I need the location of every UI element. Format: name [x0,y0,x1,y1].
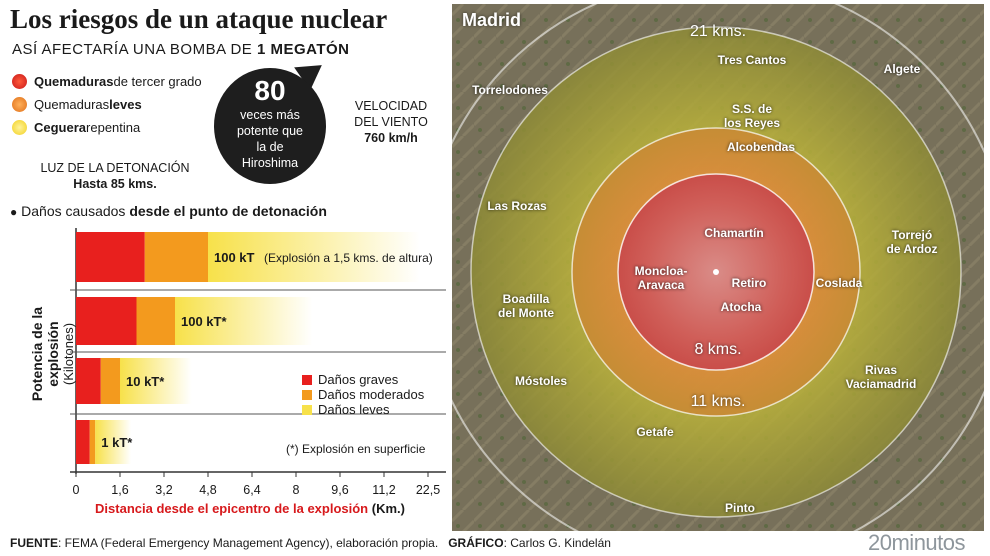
bar-0-daños-moderados [144,232,208,282]
place-label-tres-cantos: Tres Cantos [717,53,787,67]
detonation-light: LUZ DE LA DETONACIÓN Hasta 85 kms. [40,161,190,191]
effect-item-burns-third: Quemaduras de tercer grado [12,70,202,93]
bar-2-daños-moderados [100,358,120,404]
map-title: Madrid [462,10,522,30]
bar-label-2: 10 kT* [126,374,165,389]
madrid-map: Madrid 21 kms. 11 kms. 8 kms. Tres Canto… [452,4,984,531]
brand-logo: 20minutos [868,530,966,555]
bar-1-daños-graves [76,297,137,345]
place-label-alcobendas: Alcobendas [726,140,796,154]
ring-moderate [571,127,861,417]
x-tick-label-5: 8 [293,483,300,497]
damage-heading: ● Daños causados desde el punto de deton… [10,203,327,219]
red-dot-icon [12,74,27,89]
page-subtitle: ASÍ AFECTARÍA UNA BOMBA DE 1 MEGATÓN [12,41,350,58]
place-label-coslada: Coslada [815,276,863,290]
place-label-retiro: Retiro [731,276,767,290]
bar-label-0: 100 kT [214,250,255,265]
place-label-pinto: Pinto [725,501,755,515]
legend-item-light: Daños leves [302,402,424,417]
bar-label-1: 100 kT* [181,314,227,329]
legend-item-severe: Daños graves [302,372,424,387]
ring-11km [470,26,962,518]
x-tick-label-0: 0 [73,483,80,497]
bar-annotation-0: (Explosión a 1,5 kms. de altura) [264,251,433,265]
ring-label-11km: 11 kms. [690,393,746,410]
bar-3-daños-graves [76,420,90,464]
effect-item-burns-light: Quemaduras leves [12,93,202,116]
surface-footnote: (*) Explosión en superficie [286,442,426,456]
map-rings-svg [452,4,984,531]
bar-3-daños-leves [95,420,131,464]
place-label-boadilla: Boadilla del Monte [498,292,554,320]
effect-item-blindness: Ceguera repentina [12,116,202,139]
x-tick-label-3: 4,8 [199,483,216,497]
place-label-chamart-n: Chamartín [704,226,764,240]
hiroshima-bubble: 80 veces más potente que la de Hiroshima [214,68,326,184]
x-tick-label-7: 11,2 [372,483,395,497]
bar-0-daños-graves [76,232,145,282]
place-label-moncloa: Moncloa- Aravaca [634,264,688,292]
infographic-panel: Los riesgos de un ataque nuclear ASÍ AFE… [0,0,452,556]
bar-label-3: 1 kT* [101,435,133,450]
place-label-getafe: Getafe [636,425,674,439]
light-swatch [302,404,312,415]
place-label-torrelodones: Torrelodones [472,83,548,97]
x-tick-label-4: 6,4 [243,483,260,497]
place-label-torrej: Torrejó de Ardoz [886,228,938,256]
effects-legend: Quemaduras de tercer grado Quemaduras le… [12,70,202,139]
orange-dot-icon [12,97,27,112]
ring-label-8km: 8 kms. [694,341,742,358]
bar-0-daños-leves [208,232,420,282]
legend-item-moderate: Daños moderados [302,387,424,402]
ring-label-21km: 21 kms. [689,23,747,40]
epicenter-marker [713,269,719,275]
bar-1-daños-moderados [136,297,175,345]
megaton-label: 1 MEGATÓN [256,41,350,58]
bar-3-daños-moderados [89,420,96,464]
footer-credits: FUENTE: FEMA (Federal Emergency Manageme… [10,536,611,550]
x-tick-label-6: 9,6 [331,483,348,497]
place-label-las-rozas: Las Rozas [487,199,547,213]
ring-8km [617,173,815,371]
page-title: Los riesgos de un ataque nuclear [10,4,388,34]
x-tick-label-2: 3,2 [155,483,172,497]
wind-speed: VELOCIDAD DEL VIENTO 760 km/h [354,99,428,145]
yellow-dot-icon [12,120,27,135]
chart-legend: Daños graves Daños moderados Daños leves [302,372,424,417]
place-label-s-s-de: S.S. de los Reyes [723,102,781,130]
place-label-m-stoles: Móstoles [514,374,568,388]
place-label-atocha: Atocha [720,300,762,314]
bar-2-daños-graves [76,358,101,404]
x-axis-title: Distancia desde el epicentro de la explo… [95,501,405,516]
x-tick-label-1: 1,6 [111,483,128,497]
place-label-rivas: Rivas Vaciamadrid [845,363,917,391]
bar-1-daños-leves [175,297,313,345]
x-tick-label-8: 22,5 [416,483,440,497]
bar-2-daños-leves [120,358,192,404]
moderate-swatch [302,389,312,400]
damage-bar-chart: 100 kT (Explosión a 1,5 kms. de altura) 10… [70,228,446,497]
place-label-algete: Algete [883,62,921,76]
severe-swatch [302,374,312,385]
